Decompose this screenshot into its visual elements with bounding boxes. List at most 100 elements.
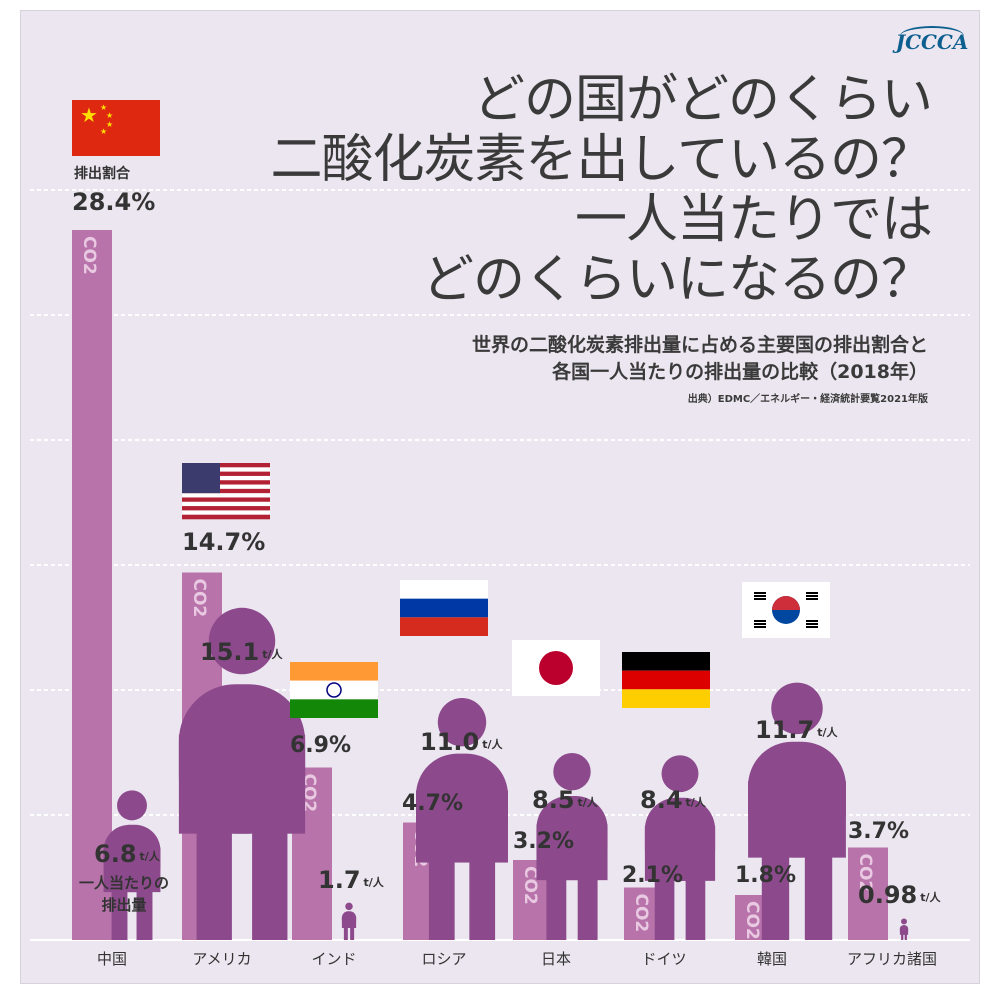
usa-flag: [182, 463, 270, 520]
share-value-label: 1.8%: [735, 863, 796, 888]
category-label: 中国: [97, 950, 127, 968]
person-leg: [654, 879, 675, 940]
person-head: [208, 607, 276, 675]
person-head: [345, 902, 353, 911]
share-value-label: 28.4%: [72, 188, 155, 216]
per-capita-caption: 排出量: [101, 896, 146, 914]
person-leg: [428, 861, 455, 940]
person-figure: [899, 918, 909, 940]
category-label: 韓国: [757, 950, 787, 968]
person-leg: [350, 927, 355, 940]
logo-text: JCCCA: [895, 30, 969, 54]
person-torso: [748, 780, 846, 858]
person-torso: [899, 928, 909, 935]
person-leg: [196, 832, 232, 940]
per-capita-unit: t/人: [364, 875, 385, 889]
person-torso: [416, 790, 508, 863]
svg-text:★: ★: [100, 103, 107, 112]
person-leg: [904, 933, 907, 940]
share-caption: 排出割合: [74, 165, 131, 182]
share-value-label: 3.2%: [513, 829, 574, 854]
chart-title: どの国がどのくらい 二酸化炭素を出しているの？ 一人当たりでは どのくらいになる…: [270, 70, 933, 310]
per-capita-unit: t/人: [817, 725, 838, 739]
per-capita-value-label: 1.7: [318, 866, 361, 894]
category-label: ドイツ: [641, 950, 686, 968]
category-label: ロシア: [421, 950, 466, 968]
person-head: [901, 918, 907, 925]
share-value-label: 3.7%: [848, 819, 909, 844]
category-label: アメリカ: [192, 950, 251, 968]
person-leg: [343, 927, 348, 940]
svg-text:★: ★: [100, 127, 107, 136]
person-torso: [536, 824, 608, 881]
source-note: 出典）EDMC／エネルギー・経済統計要覧2021年版: [687, 394, 928, 405]
share-bar: [848, 847, 888, 940]
person-leg: [136, 891, 153, 940]
bar-co2-label: CO2: [631, 894, 651, 933]
person-head: [117, 790, 147, 821]
share-value-label: 2.1%: [622, 863, 683, 888]
person-leg: [804, 856, 833, 940]
per-capita-unit: t/人: [262, 647, 283, 661]
per-capita-value-label: 0.98: [858, 881, 917, 909]
bar-co2-label: CO2: [855, 854, 875, 893]
per-capita-unit: t/人: [920, 890, 941, 904]
title-line-4: どのくらいになるの？: [421, 250, 933, 310]
chart-subtitle: 世界の二酸化炭素排出量に占める主要国の排出割合と 各国一人当たりの排出量の比較（…: [472, 332, 928, 386]
person-head: [553, 753, 591, 791]
germany-flag: [622, 652, 710, 708]
per-capita-unit: t/人: [482, 737, 503, 751]
per-capita-value-label: 11.0: [420, 728, 479, 756]
svg-text:★: ★: [106, 120, 113, 129]
person-head: [437, 698, 487, 747]
person-leg: [761, 856, 790, 940]
bar-co2-label: CO2: [189, 579, 209, 618]
person-torso: [644, 825, 716, 881]
person-leg: [685, 879, 706, 940]
subtitle-line-2: 各国一人当たりの排出量の比較（2018年）: [552, 361, 928, 383]
category-label: インド: [311, 950, 356, 968]
person-figure: [416, 698, 508, 940]
person-torso: [178, 734, 306, 834]
person-head: [661, 755, 699, 793]
title-line-1: どの国がどのくらい: [472, 70, 933, 130]
person-leg: [469, 861, 496, 940]
per-capita-value-label: 6.8: [94, 840, 137, 868]
person-head: [771, 682, 823, 735]
per-capita-unit: t/人: [140, 849, 161, 863]
subtitle-line-1: 世界の二酸化炭素排出量に占める主要国の排出割合と: [471, 334, 928, 356]
person-figure: [178, 607, 306, 940]
per-capita-value-label: 8.4: [640, 786, 683, 814]
title-line-3: 一人当たりでは: [574, 190, 933, 250]
share-bar: [72, 230, 112, 940]
per-capita-unit: t/人: [686, 795, 707, 809]
person-leg: [252, 832, 288, 940]
person-figure: [748, 682, 846, 940]
person-leg: [901, 933, 904, 940]
per-capita-value-label: 15.1: [200, 638, 259, 666]
person-figure: [103, 790, 161, 940]
person-torso: [341, 916, 357, 929]
person-leg: [577, 879, 598, 940]
korea-flag: [742, 582, 830, 638]
title-line-2: 二酸化炭素を出しているの？: [270, 130, 933, 190]
share-value-label: 6.9%: [290, 733, 351, 758]
russia-flag: [400, 580, 488, 636]
bar-co2-label: CO2: [520, 866, 540, 905]
china-flag: ★ ★★★★: [72, 100, 160, 156]
person-leg: [111, 891, 128, 940]
jccca-logo: JCCCA: [892, 20, 972, 60]
svg-text:★: ★: [80, 103, 98, 127]
india-flag: [290, 662, 378, 718]
person-figure: [644, 755, 716, 940]
svg-text:★: ★: [106, 111, 113, 120]
share-value-label: 14.7%: [182, 528, 265, 556]
per-capita-unit: t/人: [578, 795, 599, 809]
per-capita-caption: 一人当たりの: [79, 874, 169, 892]
bar-co2-label: CO2: [79, 236, 99, 275]
per-capita-value-label: 11.7: [755, 716, 814, 744]
bar-co2-label: CO2: [742, 901, 762, 940]
person-figure: [536, 753, 608, 940]
japan-flag: [512, 640, 600, 696]
